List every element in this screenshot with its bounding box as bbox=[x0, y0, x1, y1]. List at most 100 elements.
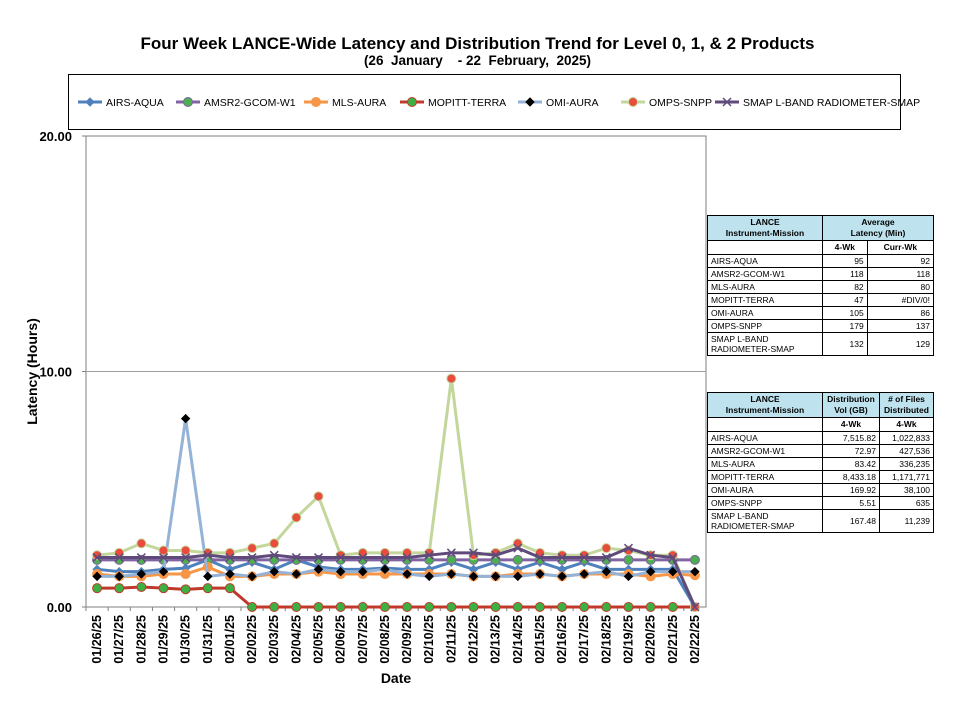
row-value: 86 bbox=[866, 306, 935, 320]
legend-label: AIRS-AQUA bbox=[106, 97, 164, 109]
x-tick-label: 02/19/25 bbox=[622, 615, 636, 664]
data-point bbox=[623, 554, 634, 565]
row-value: 7,515.82 bbox=[822, 431, 880, 445]
x-tick-label: 02/14/25 bbox=[511, 615, 525, 664]
distribution-subheader-files-4wk: 4-Wk bbox=[878, 417, 935, 432]
x-tick-label: 02/03/25 bbox=[267, 615, 281, 664]
data-point bbox=[668, 553, 678, 563]
chart-title: Four Week LANCE-Wide Latency and Distrib… bbox=[140, 34, 815, 53]
table-row: OMI-AURA 105 86 bbox=[707, 306, 935, 320]
series-line bbox=[96, 378, 697, 608]
data-point bbox=[557, 571, 567, 582]
distribution-header-volume: Distribution Vol (GB) bbox=[822, 392, 880, 418]
latency-table: LANCE Instrument-Mission Average Latency (… bbox=[707, 215, 935, 356]
x-mark-stroke bbox=[491, 550, 501, 560]
data-point bbox=[114, 547, 125, 558]
data-point bbox=[490, 571, 501, 582]
row-value: 1,171,771 bbox=[878, 470, 935, 484]
x-tick-label: 02/02/25 bbox=[245, 615, 259, 664]
data-point bbox=[379, 547, 390, 558]
x-tick-label: 02/05/25 bbox=[312, 615, 326, 664]
x-tick-label: 02/21/25 bbox=[666, 615, 680, 664]
data-point bbox=[557, 553, 567, 563]
data-point bbox=[402, 602, 413, 612]
row-value: 92 bbox=[866, 254, 935, 268]
data-point bbox=[468, 548, 479, 558]
table-row: MOPITT-TERRA 8,433.18 1,171,771 bbox=[707, 470, 935, 484]
table-row: AIRS-AQUA 7,515.82 1,022,833 bbox=[707, 431, 935, 445]
x-mark-stroke bbox=[336, 553, 346, 563]
y-tick-label: 10.00 bbox=[39, 365, 72, 380]
data-point bbox=[690, 566, 700, 577]
data-point bbox=[601, 543, 612, 554]
row-value: 83.42 bbox=[822, 457, 880, 471]
x-mark-stroke bbox=[402, 553, 412, 563]
distribution-header-instrument: LANCE Instrument-Mission bbox=[707, 392, 823, 418]
data-point bbox=[136, 569, 147, 579]
latency-header-average: Average Latency (Min) bbox=[822, 215, 934, 241]
row-value: #DIV/0! bbox=[866, 293, 935, 307]
legend-marker bbox=[525, 97, 535, 107]
data-point bbox=[645, 602, 656, 612]
data-point bbox=[446, 569, 457, 579]
data-point bbox=[579, 553, 589, 563]
x-mark-stroke bbox=[380, 553, 390, 563]
y-axis-label: Latency (Hours) bbox=[24, 318, 40, 425]
row-instrument: SMAP L-BAND RADIOMETER-SMAP bbox=[707, 332, 823, 356]
data-point bbox=[623, 571, 634, 582]
distribution-table: LANCE Instrument-Mission Distribution Vol … bbox=[707, 392, 935, 533]
row-instrument: OMPS-SNPP bbox=[707, 319, 823, 333]
x-mark-stroke bbox=[313, 553, 324, 563]
data-point bbox=[380, 553, 390, 563]
x-mark-stroke bbox=[158, 553, 169, 563]
data-point bbox=[402, 553, 412, 563]
data-point bbox=[158, 583, 169, 594]
row-value: 105 bbox=[822, 306, 868, 320]
legend-box bbox=[68, 74, 901, 130]
series-smap-l-band-radiometer-smap bbox=[92, 543, 700, 612]
row-value: 336,235 bbox=[878, 457, 935, 471]
x-mark-stroke bbox=[646, 550, 656, 560]
row-value: 72.97 bbox=[822, 444, 880, 458]
x-tick-label: 02/18/25 bbox=[599, 615, 613, 664]
row-instrument: OMI-AURA bbox=[707, 483, 823, 497]
data-point bbox=[203, 550, 213, 560]
x-tick-label: 02/01/25 bbox=[223, 615, 237, 664]
latency-subheader-4wk: 4-Wk bbox=[822, 240, 868, 255]
series-mopitt-terra bbox=[92, 581, 700, 612]
data-point bbox=[225, 553, 235, 563]
x-tick-label: 02/12/25 bbox=[467, 615, 481, 664]
data-point bbox=[335, 566, 346, 577]
x-mark-stroke bbox=[203, 550, 213, 560]
x-mark-stroke bbox=[136, 553, 146, 563]
legend-item: MOPITT-TERRA bbox=[400, 97, 506, 109]
data-point bbox=[513, 571, 523, 582]
legend-item: OMI-AURA bbox=[518, 97, 599, 109]
row-value: 137 bbox=[866, 319, 935, 333]
data-point bbox=[424, 550, 434, 560]
x-mark-stroke bbox=[92, 553, 102, 563]
x-mark-stroke bbox=[557, 553, 567, 563]
x-mark-stroke bbox=[690, 602, 700, 612]
data-point bbox=[114, 571, 124, 582]
data-point bbox=[335, 602, 346, 612]
row-value: 167.48 bbox=[822, 509, 880, 533]
data-point bbox=[180, 545, 191, 556]
data-point bbox=[690, 602, 700, 612]
data-point bbox=[446, 548, 456, 558]
table-row: MLS-AURA 83.42 336,235 bbox=[707, 457, 935, 471]
x-mark-stroke bbox=[535, 553, 545, 563]
legend-marker bbox=[722, 97, 732, 107]
table-row: MOPITT-TERRA 47 #DIV/0! bbox=[707, 293, 935, 307]
data-point bbox=[601, 553, 611, 563]
data-point bbox=[247, 553, 257, 563]
latency-header-instrument: LANCE Instrument-Mission bbox=[707, 215, 823, 241]
legend-item: AIRS-AQUA bbox=[78, 97, 164, 109]
data-point bbox=[357, 602, 368, 612]
data-point bbox=[579, 602, 590, 612]
x-tick-label: 02/10/25 bbox=[422, 615, 436, 664]
row-instrument: OMPS-SNPP bbox=[707, 496, 823, 510]
x-tick-label: 02/06/25 bbox=[334, 615, 348, 664]
series-omi-aura bbox=[92, 413, 700, 582]
x-tick-label: 02/15/25 bbox=[533, 615, 547, 664]
